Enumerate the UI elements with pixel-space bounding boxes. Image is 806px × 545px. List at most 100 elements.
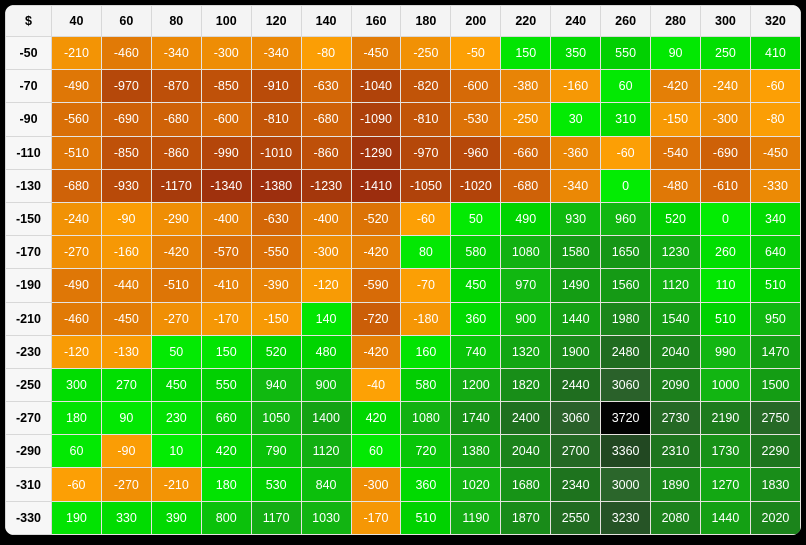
heatmap-cell: 1540 xyxy=(650,301,701,336)
column-header: 180 xyxy=(400,5,452,37)
heatmap-cell: -460 xyxy=(100,35,152,71)
heatmap-cell: -390 xyxy=(250,268,302,303)
row-header: -310 xyxy=(5,467,52,502)
heatmap-cell: 2020 xyxy=(749,500,801,535)
heatmap-cell: 2080 xyxy=(650,500,701,535)
heatmap-cell: -380 xyxy=(500,69,552,104)
heatmap-cell: -450 xyxy=(100,301,152,336)
heatmap-cell: -680 xyxy=(300,102,352,137)
heatmap-cell: 1900 xyxy=(550,334,602,369)
heatmap-cell: 0 xyxy=(600,168,652,203)
heatmap-cell: 80 xyxy=(400,235,452,270)
heatmap-cell: -820 xyxy=(400,69,452,104)
heatmap-cell: -930 xyxy=(100,168,152,203)
heatmap-cell: -850 xyxy=(200,69,252,104)
heatmap-cell: -340 xyxy=(550,168,602,203)
heatmap-cell: 550 xyxy=(600,35,652,71)
heatmap-cell: -90 xyxy=(100,434,152,469)
column-header: 160 xyxy=(350,5,402,37)
heatmap-cell: -1010 xyxy=(250,135,302,170)
heatmap-cell: 2440 xyxy=(550,367,602,403)
heatmap-cell: -80 xyxy=(300,35,352,71)
heatmap-cell: 550 xyxy=(200,367,252,403)
heatmap-cell: 300 xyxy=(51,367,102,403)
heatmap-cell: 490 xyxy=(500,201,552,237)
heatmap-cell: 1500 xyxy=(749,367,801,403)
heatmap-cell: -1410 xyxy=(350,168,402,203)
column-header: 220 xyxy=(500,5,552,37)
heatmap-cell: -660 xyxy=(500,135,552,170)
heatmap-cell: -970 xyxy=(400,135,452,170)
heatmap-cell: 510 xyxy=(749,268,801,303)
heatmap-cell: 270 xyxy=(100,367,152,403)
heatmap-cell: -50 xyxy=(450,35,502,71)
heatmap-cell: -330 xyxy=(749,168,801,203)
heatmap-cell: -680 xyxy=(500,168,552,203)
heatmap-cell: -120 xyxy=(51,334,102,369)
heatmap-cell: -270 xyxy=(100,467,152,502)
heatmap-cell: -690 xyxy=(699,135,751,170)
heatmap-cell: -960 xyxy=(450,135,502,170)
heatmap-cell: -910 xyxy=(250,69,302,104)
heatmap-cell: -420 xyxy=(350,235,402,270)
heatmap-cell: -1040 xyxy=(350,69,402,104)
heatmap-cell: 2730 xyxy=(650,401,701,436)
heatmap-panel: $40 60 80 100 120 140 160 180 200 220 240 260 280 300… xyxy=(5,5,801,535)
heatmap-cell: 940 xyxy=(250,367,302,403)
header-row: $40 60 80 100 120 140 160 180 200 220 240 260 280 300… xyxy=(5,5,801,37)
row-header: -230 xyxy=(5,334,52,369)
heatmap-cell: 960 xyxy=(600,201,652,237)
heatmap-cell: 740 xyxy=(450,334,502,369)
heatmap-cell: -340 xyxy=(150,35,202,71)
heatmap-cell: 1740 xyxy=(450,401,502,436)
heatmap-cell: 3000 xyxy=(600,467,652,502)
heatmap-cell: 1400 xyxy=(300,401,352,436)
heatmap-cell: 1000 xyxy=(699,367,751,403)
heatmap-cell: 1190 xyxy=(450,500,502,535)
heatmap-cell: -120 xyxy=(300,268,352,303)
heatmap-cell: 2400 xyxy=(500,401,552,436)
heatmap-cell: 800 xyxy=(200,500,252,535)
heatmap-cell: -420 xyxy=(350,334,402,369)
heatmap-cell: 1050 xyxy=(250,401,302,436)
heatmap-cell: -170 xyxy=(350,500,402,535)
row-header: -70 xyxy=(5,69,52,104)
heatmap-cell: -490 xyxy=(51,69,102,104)
heatmap-cell: -410 xyxy=(200,268,252,303)
heatmap-cell: 0 xyxy=(699,201,751,237)
heatmap-cell: -680 xyxy=(51,168,102,203)
heatmap-cell: 340 xyxy=(749,201,801,237)
heatmap-cell: -170 xyxy=(200,301,252,336)
column-header: 300 xyxy=(699,5,751,37)
row-header: -270 xyxy=(5,401,52,436)
heatmap-cell: -400 xyxy=(200,201,252,237)
heatmap-cell: 60 xyxy=(350,434,402,469)
heatmap-cell: 1580 xyxy=(550,235,602,270)
heatmap-cell: 360 xyxy=(400,467,452,502)
heatmap-cell: 360 xyxy=(450,301,502,336)
heatmap-cell: 520 xyxy=(650,201,701,237)
heatmap-cell: 1230 xyxy=(650,235,701,270)
heatmap-cell: 1380 xyxy=(450,434,502,469)
heatmap-cell: 450 xyxy=(150,367,202,403)
heatmap-cell: -300 xyxy=(300,235,352,270)
heatmap-cell: -300 xyxy=(200,35,252,71)
heatmap-cell: -540 xyxy=(650,135,701,170)
heatmap-cell: -80 xyxy=(749,102,801,137)
column-header: 60 xyxy=(100,5,152,37)
heatmap-cell: -570 xyxy=(200,235,252,270)
heatmap-cell: 160 xyxy=(400,334,452,369)
heatmap-cell: 900 xyxy=(500,301,552,336)
heatmap-cell: 2040 xyxy=(500,434,552,469)
heatmap-cell: 150 xyxy=(500,35,552,71)
row-header: -90 xyxy=(5,102,52,137)
heatmap-cell: 640 xyxy=(749,235,801,270)
heatmap-cell: 1650 xyxy=(600,235,652,270)
column-header: 320 xyxy=(749,5,801,37)
corner-header-dollar: $ xyxy=(5,5,52,37)
column-header: 80 xyxy=(150,5,202,37)
row-header: -210 xyxy=(5,301,52,336)
table-row: -310 -60 -270 -210 180 530 840 -300 360 1020 1680 2… xyxy=(5,467,801,502)
heatmap-cell: 250 xyxy=(699,35,751,71)
heatmap-cell: 1470 xyxy=(749,334,801,369)
